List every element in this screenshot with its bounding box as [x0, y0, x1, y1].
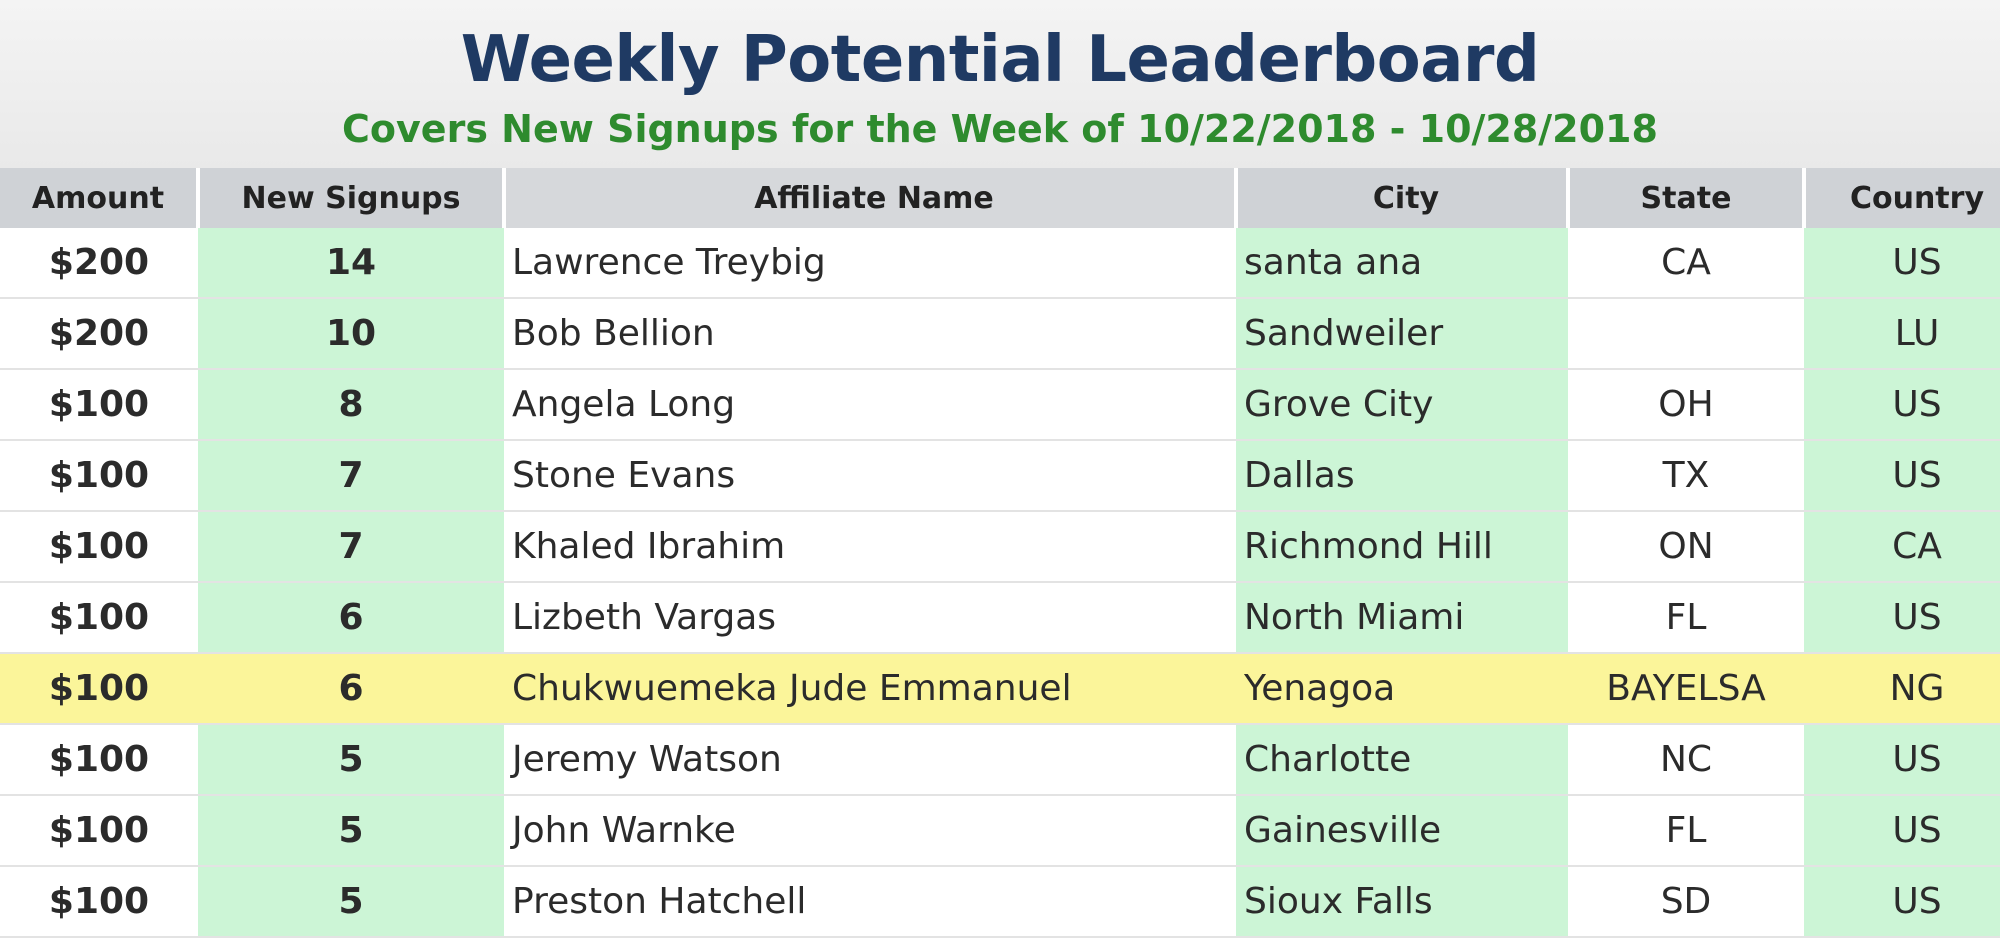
cell-state [1568, 298, 1804, 370]
cell-country: US [1804, 582, 2000, 654]
cell-city: Charlotte [1236, 724, 1568, 796]
cell-state: FL [1568, 795, 1804, 867]
cell-amount: $100 [0, 582, 198, 654]
cell-city: Richmond Hill [1236, 511, 1568, 583]
cell-new-signups: 10 [198, 298, 504, 370]
cell-state: BAYELSA [1568, 653, 1804, 725]
page-subtitle: Covers New Signups for the Week of 10/22… [342, 107, 1658, 151]
cell-new-signups: 6 [198, 582, 504, 654]
cell-country: CA [1804, 511, 2000, 583]
cell-state: SD [1568, 866, 1804, 938]
cell-country: US [1804, 228, 2000, 299]
cell-amount: $100 [0, 369, 198, 441]
cell-affiliate-name: Preston Hatchell [504, 866, 1236, 938]
table-row: $200 14 Lawrence Treybig santa ana CA US [0, 228, 2000, 299]
table-row: $100 8 Angela Long Grove City OH US [0, 369, 2000, 441]
column-header-state: State [1568, 168, 1806, 228]
cell-amount: $100 [0, 511, 198, 583]
cell-new-signups: 5 [198, 724, 504, 796]
cell-amount: $100 [0, 440, 198, 512]
cell-amount: $100 [0, 795, 198, 867]
cell-country: US [1804, 866, 2000, 938]
table-row: $100 6 Lizbeth Vargas North Miami FL US [0, 582, 2000, 654]
cell-state: CA [1568, 228, 1804, 299]
cell-city: Grove City [1236, 369, 1568, 441]
cell-city: Dallas [1236, 440, 1568, 512]
table-row: $100 5 Preston Hatchell Sioux Falls SD US [0, 866, 2000, 938]
cell-amount: $100 [0, 866, 198, 938]
table-body: $200 14 Lawrence Treybig santa ana CA US $200 1… [0, 228, 2000, 938]
cell-new-signups: 6 [198, 653, 504, 725]
cell-city: Yenagoa [1236, 653, 1568, 725]
cell-city: North Miami [1236, 582, 1568, 654]
cell-amount: $200 [0, 298, 198, 370]
column-header-amount: Amount [0, 168, 200, 228]
column-header-new-signups: New Signups [198, 168, 506, 228]
cell-state: ON [1568, 511, 1804, 583]
cell-affiliate-name: Angela Long [504, 369, 1236, 441]
leaderboard-table: Amount New Signups Affiliate Name City S… [0, 168, 2000, 938]
cell-affiliate-name: John Warnke [504, 795, 1236, 867]
cell-new-signups: 7 [198, 511, 504, 583]
cell-amount: $200 [0, 228, 198, 299]
cell-affiliate-name: Lawrence Treybig [504, 228, 1236, 299]
cell-city: santa ana [1236, 228, 1568, 299]
cell-new-signups: 7 [198, 440, 504, 512]
table-row: $200 10 Bob Bellion Sandweiler LU [0, 298, 2000, 370]
leaderboard-header: Weekly Potential Leaderboard Covers New … [0, 0, 2000, 168]
cell-new-signups: 14 [198, 228, 504, 299]
cell-affiliate-name: Jeremy Watson [504, 724, 1236, 796]
cell-new-signups: 8 [198, 369, 504, 441]
cell-city: Sandweiler [1236, 298, 1568, 370]
cell-country: US [1804, 440, 2000, 512]
cell-country: LU [1804, 298, 2000, 370]
cell-country: US [1804, 724, 2000, 796]
cell-affiliate-name: Bob Bellion [504, 298, 1236, 370]
table-header-row: Amount New Signups Affiliate Name City S… [0, 168, 2000, 228]
cell-state: OH [1568, 369, 1804, 441]
cell-city: Sioux Falls [1236, 866, 1568, 938]
column-header-city: City [1236, 168, 1570, 228]
cell-country: NG [1804, 653, 2000, 725]
cell-new-signups: 5 [198, 795, 504, 867]
cell-country: US [1804, 369, 2000, 441]
table-row: $100 7 Stone Evans Dallas TX US [0, 440, 2000, 512]
cell-affiliate-name: Khaled Ibrahim [504, 511, 1236, 583]
cell-affiliate-name: Stone Evans [504, 440, 1236, 512]
page-title: Weekly Potential Leaderboard [460, 23, 1540, 97]
cell-state: NC [1568, 724, 1804, 796]
column-header-affiliate-name: Affiliate Name [504, 168, 1238, 228]
cell-state: TX [1568, 440, 1804, 512]
cell-new-signups: 5 [198, 866, 504, 938]
column-header-country: Country [1804, 168, 2000, 228]
table-row: $100 5 Jeremy Watson Charlotte NC US [0, 724, 2000, 796]
cell-state: FL [1568, 582, 1804, 654]
cell-amount: $100 [0, 653, 198, 725]
cell-affiliate-name: Chukwuemeka Jude Emmanuel [504, 653, 1236, 725]
cell-city: Gainesville [1236, 795, 1568, 867]
table-row: $100 5 John Warnke Gainesville FL US [0, 795, 2000, 867]
cell-country: US [1804, 795, 2000, 867]
cell-amount: $100 [0, 724, 198, 796]
table-row-highlighted: $100 6 Chukwuemeka Jude Emmanuel Yenagoa BAY… [0, 653, 2000, 725]
table-row: $100 7 Khaled Ibrahim Richmond Hill ON CA [0, 511, 2000, 583]
cell-affiliate-name: Lizbeth Vargas [504, 582, 1236, 654]
